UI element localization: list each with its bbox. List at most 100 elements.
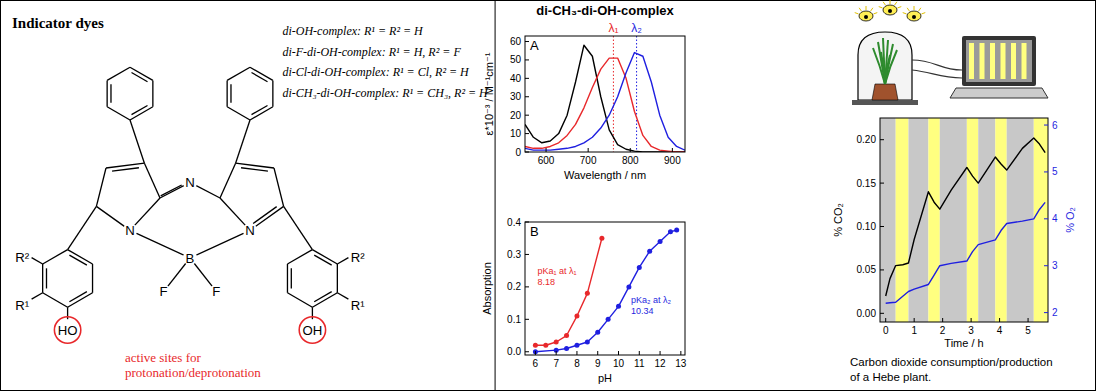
light-period	[928, 118, 939, 322]
atom-label: N	[185, 175, 195, 190]
y-tick-label: 0.20	[857, 134, 877, 145]
lamp-ray	[895, 2, 897, 5]
bond	[236, 120, 250, 163]
x-tick	[971, 318, 972, 322]
y2-tick	[1044, 218, 1048, 219]
bond	[161, 185, 182, 196]
bond	[130, 120, 144, 163]
light-period	[995, 118, 1006, 322]
atom-patch	[183, 251, 197, 265]
laptop-screen-frame	[962, 36, 1036, 86]
lamp-centre	[888, 9, 892, 13]
y-tick-label: 0.05	[857, 264, 877, 275]
plot-area	[880, 118, 1048, 322]
bond	[314, 292, 331, 302]
x-tick-label: 600	[538, 155, 555, 166]
x-axis-title: pH	[598, 372, 612, 384]
apparatus-illustration	[852, 0, 1048, 105]
bond	[132, 73, 148, 82]
pot	[872, 84, 898, 100]
x-tick	[639, 351, 640, 355]
bond	[112, 168, 139, 171]
y-tick-label: 0.3	[507, 249, 521, 260]
chart: 0123450.000.050.100.150.2023456Time / h%…	[832, 118, 1076, 383]
leaf	[885, 55, 890, 84]
y-tick	[880, 269, 884, 270]
y-tick	[525, 78, 529, 79]
y2-tick	[1044, 125, 1048, 126]
x-tick-label: 11	[634, 358, 645, 369]
plot-area	[533, 228, 679, 355]
bond	[92, 264, 93, 293]
data-point	[564, 333, 569, 338]
note: active sites for	[125, 350, 201, 365]
data-point	[647, 249, 652, 254]
series-line	[535, 238, 601, 345]
bond	[337, 293, 348, 299]
atom-patch	[243, 223, 257, 237]
note: protonation/deprotonation	[125, 365, 261, 380]
y2-axis-title: % O₂	[1064, 207, 1076, 233]
variant: di-CH₃-di-OH-complex: R¹ = CH₃, R² = H	[282, 86, 489, 100]
bond	[274, 168, 284, 206]
bond	[227, 67, 250, 80]
y-tick	[525, 59, 529, 60]
light-period	[978, 118, 995, 322]
leaf	[881, 52, 885, 84]
panel-letter: A	[530, 38, 539, 53]
y-tick-label: 0.4	[507, 217, 521, 228]
wavelength-label: λ₂	[631, 21, 642, 35]
light-period	[908, 118, 928, 322]
bond	[68, 206, 97, 249]
lamp	[859, 11, 873, 21]
y2-tick	[1044, 265, 1048, 266]
atom-label: R¹	[351, 298, 366, 313]
atom-label: F	[212, 284, 220, 299]
series-line	[525, 53, 685, 151]
x-tick	[914, 318, 915, 322]
bond	[32, 293, 43, 299]
bond	[337, 258, 348, 264]
pka-label: pKa₂ at λ₂	[631, 295, 672, 305]
light-period	[940, 118, 967, 322]
y-tick	[525, 319, 529, 320]
x-tick	[546, 148, 547, 152]
y-axis-title: Absorption	[481, 262, 493, 315]
y-tick-label: 40	[510, 73, 522, 84]
variant: di-Cl-di-OH-complex: R¹ = Cl, R² = H	[282, 65, 470, 79]
x-tick-label: 6	[533, 358, 539, 369]
panel-letter: B	[530, 224, 539, 239]
y-tick	[525, 254, 529, 255]
x-tick	[535, 351, 536, 355]
bond	[69, 255, 86, 265]
chart-title: di-CH₃-di-OH-complex	[536, 3, 674, 18]
bond	[252, 105, 268, 114]
y-tick	[525, 41, 529, 42]
y-tick	[880, 139, 884, 140]
atom-patch	[123, 223, 137, 237]
x-axis-title: Time / h	[944, 337, 983, 349]
x-tick-label: 2	[940, 325, 946, 336]
lamp-ray	[855, 13, 859, 14]
chart: 6007008009000102030405060Wavelength / nm…	[483, 3, 685, 181]
atom-patch	[183, 175, 197, 189]
x-tick-label: 1	[911, 325, 917, 336]
x-tick	[999, 318, 1000, 322]
plot-area	[525, 36, 685, 152]
x-tick	[588, 148, 589, 152]
x-tick-label: 5	[1025, 325, 1031, 336]
y-tick-label: 0.0	[507, 346, 521, 357]
data-point	[585, 340, 590, 345]
y-tick-label: 50	[510, 54, 522, 65]
series-line	[535, 230, 676, 352]
data-point	[533, 343, 538, 348]
y-tick	[525, 96, 529, 97]
bond	[46, 268, 47, 288]
x-tick	[942, 318, 943, 322]
plot-frame	[525, 36, 685, 152]
bond	[253, 207, 277, 224]
y-axis-title: ε*10⁻³ / M⁻¹cm⁻¹	[483, 52, 495, 135]
x-tick	[672, 148, 673, 152]
lamp-centre	[912, 15, 916, 19]
pka-value: 8.18	[537, 277, 555, 287]
